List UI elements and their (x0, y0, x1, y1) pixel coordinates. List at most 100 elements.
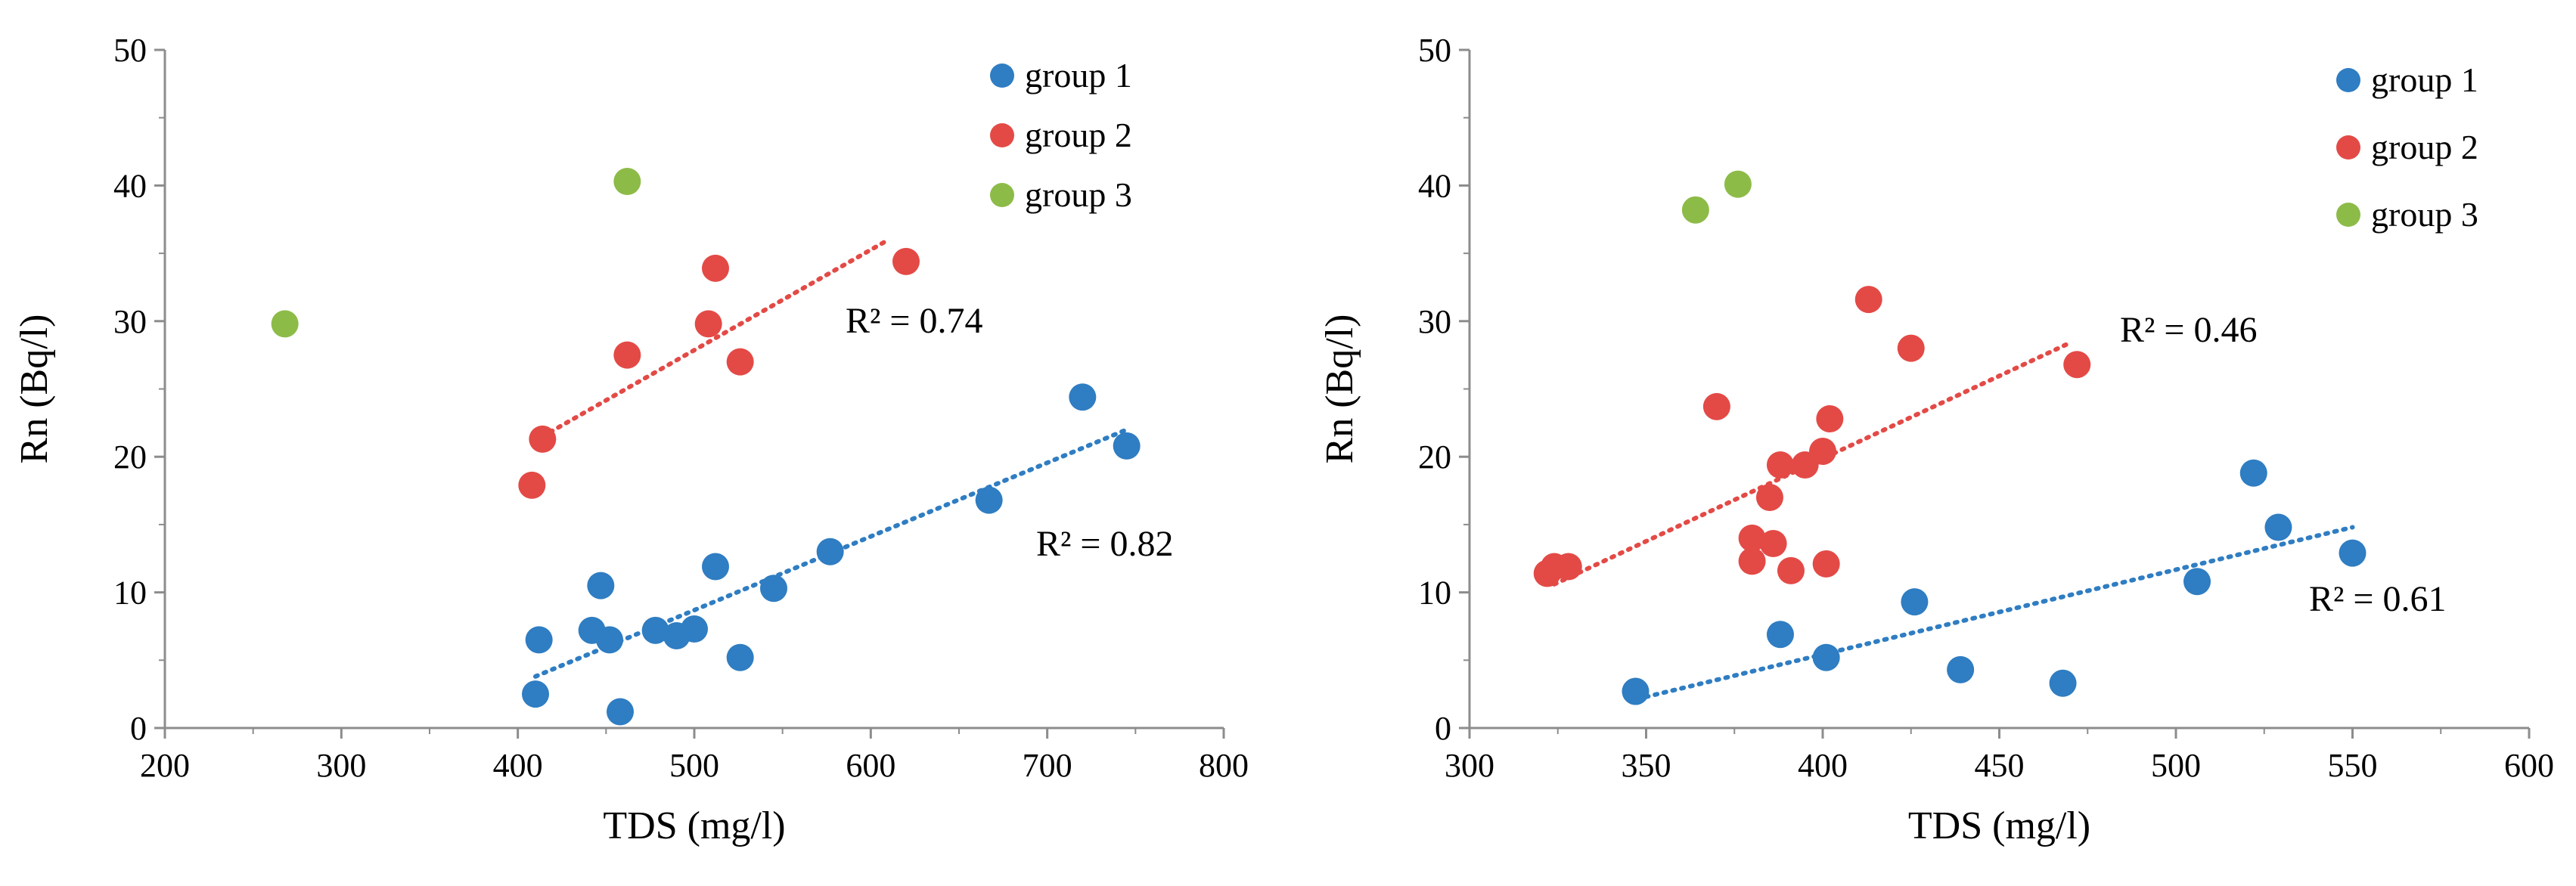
data-point-group-2 (1854, 286, 1882, 314)
legend-label-group-2: group 2 (2371, 128, 2478, 166)
x-tick-label: 700 (1023, 747, 1072, 784)
chart-panel-right: 0 10 20 30 40 50 300 350 400 450 500 550 600 TDS (mg/… (1318, 32, 2554, 847)
data-point-group-1 (1812, 643, 1840, 671)
trendline-group-2 (540, 237, 891, 439)
x-tick-label: 300 (316, 747, 366, 784)
x-tick-label: 500 (2151, 747, 2201, 784)
data-point-group-2 (1554, 553, 1582, 581)
y-tick-label: 0 (130, 710, 147, 747)
data-point-group-2 (1738, 547, 1766, 575)
x-tick-label: 400 (493, 747, 543, 784)
legend-label-group-3: group 3 (2371, 195, 2478, 234)
data-point-group-1 (607, 698, 634, 726)
legend-label-group-1: group 1 (2371, 60, 2478, 99)
x-tick-label: 200 (140, 747, 190, 784)
data-point-group-1 (975, 486, 1003, 514)
data-point-group-1 (2049, 669, 2077, 697)
data-point-group-1 (1113, 432, 1141, 460)
data-point-group-1 (2239, 459, 2267, 487)
data-point-group-1 (1947, 655, 1975, 683)
x-tick-label: 600 (2504, 747, 2554, 784)
legend-marker-group-1 (990, 64, 1014, 88)
x-tick-label: 800 (1199, 747, 1249, 784)
r-squared-label: R² = 0.46 (2120, 310, 2257, 350)
data-point-group-2 (892, 247, 920, 275)
legend-label-group-2: group 2 (1025, 116, 1132, 154)
y-tick-label: 20 (1418, 438, 1451, 476)
x-tick-label: 500 (669, 747, 719, 784)
r-squared-label: R² = 0.61 (2309, 579, 2446, 619)
data-point-group-2 (702, 254, 729, 282)
data-point-group-1 (1901, 588, 1929, 616)
chart-panel-left: 0 10 20 30 40 50 200 300 400 500 600 700 800 TDS (mg/… (13, 32, 1249, 847)
data-point-group-1 (1622, 677, 1650, 705)
data-point-group-2 (1738, 524, 1766, 552)
data-point-group-1 (2339, 539, 2367, 567)
data-point-group-2 (726, 348, 754, 376)
y-tick-label: 50 (1418, 32, 1451, 69)
data-point-group-2 (518, 471, 546, 499)
data-point-group-1 (681, 615, 708, 643)
data-point-group-2 (529, 425, 557, 453)
x-tick-label: 550 (2328, 747, 2378, 784)
legend-marker-group-2 (990, 123, 1014, 147)
data-point-group-2 (694, 310, 722, 338)
data-point-group-2 (1812, 550, 1840, 578)
y-axis-title: Rn (Bq/l) (1318, 314, 1361, 464)
data-point-group-2 (1777, 556, 1805, 584)
x-tick-label: 350 (1622, 747, 1671, 784)
data-point-group-1 (641, 616, 669, 644)
r-squared-label: R² = 0.74 (846, 301, 982, 341)
x-tick-label: 300 (1445, 747, 1494, 784)
legend-label-group-3: group 3 (1025, 175, 1132, 214)
y-tick-label: 50 (113, 32, 147, 69)
y-tick-label: 30 (1418, 303, 1451, 340)
x-axis-title: TDS (mg/l) (1908, 804, 2090, 847)
data-point-group-1 (760, 575, 787, 603)
y-axis-title: Rn (Bq/l) (13, 314, 56, 464)
data-point-group-1 (726, 643, 754, 671)
trendline-group-1 (1643, 525, 2355, 699)
data-point-group-1 (1069, 383, 1097, 411)
data-point-group-3 (613, 168, 641, 196)
legend-label-group-1: group 1 (1025, 56, 1132, 94)
y-tick-label: 20 (113, 438, 147, 476)
data-point-group-2 (1702, 392, 1730, 420)
data-point-group-1 (596, 626, 623, 654)
data-point-group-2 (613, 341, 641, 369)
data-point-group-1 (2183, 568, 2211, 596)
data-point-group-2 (1809, 438, 1836, 466)
y-tick-label: 30 (113, 303, 147, 340)
data-point-group-2 (1759, 530, 1787, 558)
x-tick-label: 450 (1975, 747, 2025, 784)
data-point-group-1 (1766, 621, 1794, 649)
data-point-group-1 (525, 626, 553, 654)
y-tick-label: 10 (113, 575, 147, 612)
data-point-group-3 (271, 310, 299, 338)
y-tick-label: 0 (1435, 710, 1451, 747)
data-point-group-1 (2264, 513, 2292, 541)
x-tick-label: 400 (1798, 747, 1848, 784)
data-point-group-1 (702, 553, 729, 581)
legend-marker-group-3 (990, 183, 1014, 207)
legend-marker-group-1 (2336, 68, 2360, 92)
legend-marker-group-3 (2336, 203, 2360, 227)
data-point-group-2 (1816, 404, 1844, 432)
data-point-group-2 (1755, 484, 1783, 512)
data-point-group-2 (1766, 451, 1794, 479)
data-point-group-1 (587, 572, 615, 599)
data-point-group-2 (1897, 334, 1925, 362)
legend-marker-group-2 (2336, 135, 2360, 160)
y-tick-label: 40 (1418, 167, 1451, 204)
x-axis-title: TDS (mg/l) (603, 804, 785, 847)
data-point-group-1 (522, 680, 549, 708)
data-point-group-2 (2063, 351, 2091, 379)
r-squared-label: R² = 0.82 (1036, 524, 1173, 564)
y-tick-label: 10 (1418, 575, 1451, 612)
x-tick-label: 600 (846, 747, 895, 784)
data-point-group-1 (816, 537, 844, 565)
y-tick-label: 40 (113, 167, 147, 204)
data-point-group-3 (1724, 170, 1752, 198)
data-point-group-3 (1681, 196, 1709, 224)
